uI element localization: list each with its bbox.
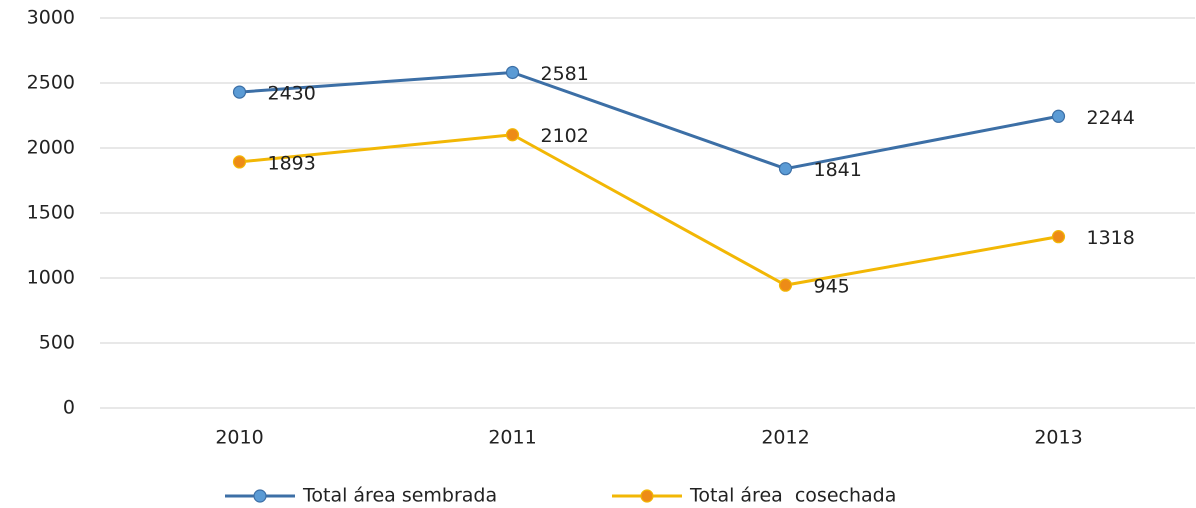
marker [1051,230,1066,244]
data-label: 945 [814,276,850,298]
data-label: 2244 [1087,107,1135,129]
series-line [239,133,1059,287]
data-label: 2430 [268,83,316,105]
x-tick-label: 2012 [761,427,809,449]
marker [505,128,520,142]
series-line [239,70,1059,171]
data-label: 2581 [541,63,589,85]
legend-label: Total área sembrada [302,485,497,507]
data-label: 2102 [541,125,589,147]
x-tick-label: 2011 [488,427,536,449]
y-tick-label: 2000 [27,137,75,159]
legend-marker [640,489,654,503]
data-label: 1893 [268,152,316,174]
y-tick-label: 1000 [27,267,75,289]
legend-label: Total área cosechada [689,485,896,507]
data-label: 1841 [814,159,862,181]
marker [505,65,520,80]
marker [778,162,793,176]
y-tick-label: 3000 [27,7,75,29]
x-tick-label: 2013 [1034,427,1082,449]
y-tick-label: 0 [63,397,75,419]
marker [1051,109,1066,123]
y-tick-label: 500 [39,332,75,354]
x-tick-label: 2010 [215,427,263,449]
marker [232,85,247,99]
y-tick-label: 2500 [27,72,75,94]
marker [778,278,793,292]
legend-marker [253,489,267,503]
data-label: 1318 [1087,227,1135,249]
y-tick-label: 1500 [27,202,75,224]
marker [232,155,247,169]
